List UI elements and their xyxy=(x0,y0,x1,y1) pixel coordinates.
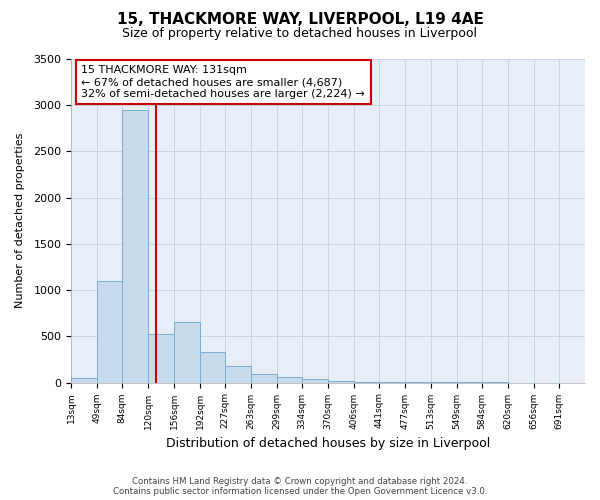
Bar xyxy=(148,334,174,382)
Bar xyxy=(302,380,328,382)
Bar xyxy=(122,110,148,382)
Y-axis label: Number of detached properties: Number of detached properties xyxy=(15,133,25,308)
Bar xyxy=(251,374,277,382)
Bar xyxy=(277,377,302,382)
Text: 15, THACKMORE WAY, LIVERPOOL, L19 4AE: 15, THACKMORE WAY, LIVERPOOL, L19 4AE xyxy=(116,12,484,28)
Bar xyxy=(174,322,200,382)
Bar xyxy=(225,366,251,382)
Bar xyxy=(97,281,122,382)
X-axis label: Distribution of detached houses by size in Liverpool: Distribution of detached houses by size … xyxy=(166,437,490,450)
Bar xyxy=(328,380,354,382)
Text: Contains HM Land Registry data © Crown copyright and database right 2024.
Contai: Contains HM Land Registry data © Crown c… xyxy=(113,476,487,496)
Text: Size of property relative to detached houses in Liverpool: Size of property relative to detached ho… xyxy=(122,28,478,40)
Bar xyxy=(200,352,225,382)
Bar xyxy=(71,378,97,382)
Text: 15 THACKMORE WAY: 131sqm
← 67% of detached houses are smaller (4,687)
32% of sem: 15 THACKMORE WAY: 131sqm ← 67% of detach… xyxy=(82,66,365,98)
